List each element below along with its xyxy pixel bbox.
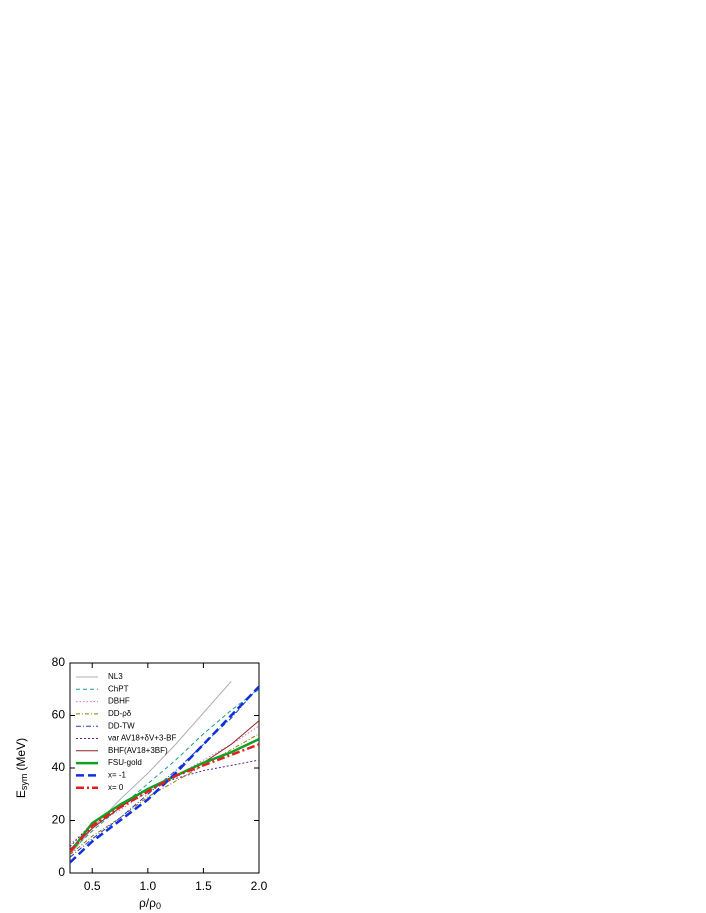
legend-label: NL3	[108, 672, 123, 681]
legend-label: DD-TW	[108, 721, 135, 730]
y-label-unit: (MeV)	[14, 738, 28, 771]
x-tick-label: 2.0	[251, 879, 268, 893]
x-axis-label: ρ/ρ0	[139, 896, 161, 911]
series-line	[70, 685, 259, 864]
legend-label: DD-ρδ	[108, 709, 132, 718]
legend-label: var AV18+δV+3-BF	[108, 734, 176, 743]
x-tick-label: 0.5	[84, 879, 101, 893]
legend-label: FSU-gold	[108, 758, 142, 767]
legend-label: x= -1	[108, 771, 127, 780]
y-tick-label: 80	[52, 655, 66, 669]
y-tick-label: 40	[52, 760, 66, 774]
legend-label: DBHF	[108, 697, 130, 706]
series-line	[70, 688, 259, 853]
series-line	[70, 681, 232, 855]
legend-label: ChPT	[108, 684, 129, 693]
x-label-main: ρ/ρ	[139, 896, 156, 910]
x-tick-label: 1.0	[139, 879, 156, 893]
y-label-sub: sym	[19, 774, 29, 791]
series-line	[70, 686, 259, 858]
x-label-sub: 0	[156, 901, 161, 911]
y-tick-label: 60	[52, 708, 66, 722]
y-tick-label: 0	[58, 865, 65, 879]
legend-label: x= 0	[108, 783, 124, 792]
series-line	[70, 743, 259, 853]
y-axis-label: Esym (MeV)	[14, 738, 29, 798]
legend-label: BHF(AV18+3BF)	[108, 746, 168, 755]
series-line	[70, 759, 259, 848]
x-tick-label: 1.5	[195, 879, 212, 893]
y-label-main: E	[14, 790, 28, 798]
plot-frame	[69, 662, 260, 874]
y-tick-label: 20	[52, 813, 66, 827]
